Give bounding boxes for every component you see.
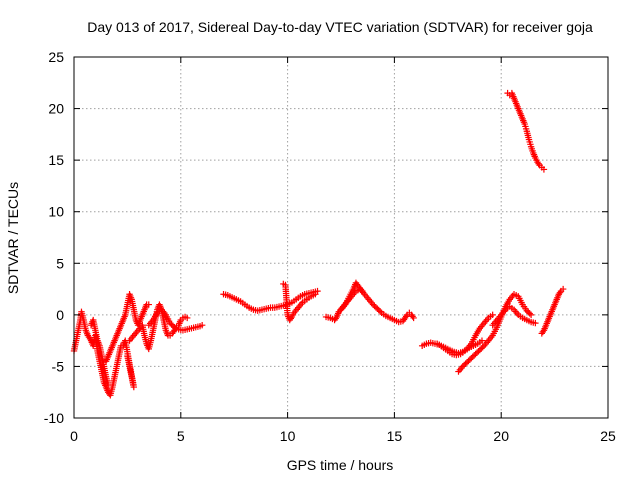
data-point bbox=[527, 311, 535, 319]
x-tick-label: 10 bbox=[280, 428, 296, 444]
data-point bbox=[369, 301, 377, 308]
series-arc-b bbox=[87, 316, 112, 389]
series-arc-d bbox=[119, 337, 138, 391]
data-point bbox=[359, 287, 366, 295]
series-arc-l bbox=[433, 311, 496, 357]
series-arc-n bbox=[489, 303, 539, 329]
grid bbox=[74, 57, 608, 418]
data-point bbox=[479, 343, 486, 351]
data-point bbox=[478, 337, 486, 344]
data-point bbox=[469, 353, 476, 361]
plot-frame bbox=[73, 56, 609, 419]
series-arc-a bbox=[70, 308, 125, 399]
data-point bbox=[119, 342, 127, 349]
data-point bbox=[532, 319, 539, 327]
series-arc-p bbox=[504, 89, 548, 173]
x-axis-title: GPS time / hours bbox=[287, 457, 394, 473]
y-tick-label: 20 bbox=[48, 101, 64, 117]
y-tick-label: 15 bbox=[48, 152, 64, 168]
series-arc-i bbox=[322, 285, 417, 326]
x-tick-label: 0 bbox=[70, 428, 78, 444]
data-point bbox=[409, 313, 416, 320]
axis-ticks: 0 5 10 15 20 25 -10 -5 0 5 10 15 20 25 bbox=[44, 49, 616, 444]
series-arc-f bbox=[145, 306, 206, 334]
data-point bbox=[104, 381, 112, 389]
data-point bbox=[372, 304, 380, 311]
y-tick-label: 10 bbox=[48, 204, 64, 220]
data-point bbox=[375, 306, 382, 314]
series-arc-m bbox=[455, 291, 535, 375]
y-tick-label: 0 bbox=[56, 307, 64, 323]
data-point bbox=[312, 291, 319, 298]
data-point bbox=[374, 305, 381, 312]
data-point bbox=[410, 314, 417, 322]
data-point bbox=[478, 345, 485, 352]
plot-area bbox=[70, 89, 567, 399]
data-point bbox=[145, 301, 152, 308]
series-arc-g bbox=[220, 287, 321, 314]
data-point bbox=[376, 308, 384, 315]
data-point bbox=[466, 356, 474, 363]
data-point bbox=[475, 348, 482, 355]
series-arc-o bbox=[538, 285, 567, 337]
chart-title: Day 013 of 2017, Sidereal Day-to-day VTE… bbox=[87, 19, 593, 35]
data-point bbox=[168, 321, 175, 328]
data-point bbox=[470, 352, 478, 359]
data-point bbox=[526, 310, 533, 317]
data-point bbox=[473, 349, 481, 356]
data-point bbox=[463, 359, 471, 366]
data-point bbox=[462, 360, 469, 367]
data-point bbox=[166, 319, 174, 327]
x-tick-label: 15 bbox=[387, 428, 403, 444]
data-point bbox=[472, 350, 479, 358]
y-tick-label: -10 bbox=[44, 410, 64, 426]
data-point bbox=[184, 314, 191, 322]
x-tick-label: 20 bbox=[493, 428, 509, 444]
y-tick-label: 5 bbox=[56, 255, 64, 271]
data-point bbox=[198, 321, 206, 329]
data-point bbox=[476, 346, 484, 354]
x-tick-label: 25 bbox=[600, 428, 616, 444]
y-tick-label: 25 bbox=[48, 49, 64, 65]
x-tick-label: 5 bbox=[177, 428, 185, 444]
y-tick-label: -5 bbox=[52, 358, 65, 374]
data-point bbox=[540, 166, 548, 173]
data-point bbox=[371, 302, 378, 310]
data-point bbox=[525, 308, 532, 316]
series-arc-j bbox=[337, 279, 366, 313]
data-point bbox=[460, 361, 468, 369]
data-point bbox=[489, 311, 496, 319]
y-axis-title: SDTVAR / TECUs bbox=[5, 182, 21, 294]
data-point bbox=[468, 354, 475, 362]
data-point bbox=[523, 307, 531, 314]
data-point bbox=[465, 357, 472, 365]
data-point bbox=[559, 285, 567, 293]
series-arc-h bbox=[280, 280, 319, 324]
data-point bbox=[459, 363, 466, 370]
data-point bbox=[169, 322, 177, 330]
